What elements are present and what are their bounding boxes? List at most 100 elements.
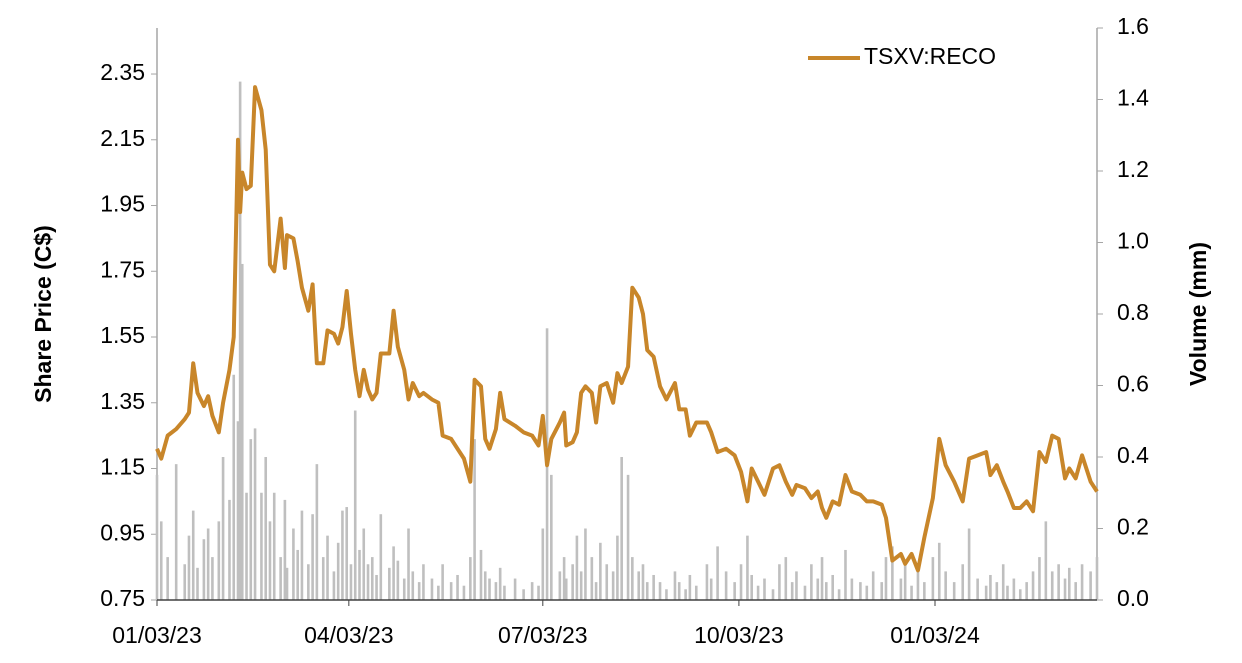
volume-bar [995, 582, 999, 600]
volume-bar [816, 578, 820, 600]
volume-bar [260, 492, 263, 600]
volume-bar [984, 585, 988, 600]
volume-bar [228, 499, 231, 600]
volume-bar [665, 589, 668, 600]
y-tick-label: 1.55 [100, 322, 145, 348]
volume-bar [166, 557, 169, 600]
volume-bar [1001, 564, 1005, 600]
legend-label: TSXV:RECO [864, 43, 996, 69]
volume-bar [550, 474, 553, 600]
y-tick-label: 0.75 [100, 585, 145, 611]
volume-bar [910, 585, 913, 600]
volume-bar [483, 571, 487, 600]
volume-bar [594, 582, 598, 600]
y-tick-label: 2.15 [100, 125, 145, 151]
volume-bar [590, 557, 594, 600]
volume-bar [264, 457, 268, 600]
volume-bar [1080, 564, 1084, 600]
volume-bar [1050, 571, 1054, 600]
volume-bar [763, 578, 766, 600]
y-tick-label: 1.75 [100, 256, 145, 282]
volume-bar [375, 574, 378, 600]
volume-bar [850, 578, 854, 600]
volume-bar [571, 564, 574, 600]
volume-bar [611, 571, 615, 600]
volume-bar [844, 549, 847, 600]
volume-bar [705, 564, 709, 600]
volume-bar [673, 571, 677, 600]
volume-bar [202, 539, 206, 600]
volume-bar [790, 582, 794, 600]
x-tick-label: 07/03/23 [498, 622, 588, 648]
volume-bar [349, 564, 353, 600]
volume-bar [880, 582, 884, 600]
volume-bar [321, 557, 325, 600]
volume-bar [285, 567, 289, 600]
volume-bar [437, 585, 440, 600]
volume-bar [503, 585, 506, 600]
volume-bar [407, 528, 410, 600]
volume-bar [562, 557, 566, 600]
volume-bar [1057, 564, 1060, 600]
volume-bar [238, 81, 242, 600]
volume-bar [245, 492, 248, 600]
volume-bar [558, 571, 562, 600]
volume-bar [370, 557, 374, 600]
volume-bar [217, 521, 221, 600]
volume-bar [530, 582, 534, 600]
volume-bar [388, 567, 391, 600]
volume-bar [584, 528, 587, 600]
volume-bar [916, 571, 920, 600]
x-tick-label: 01/03/23 [112, 622, 202, 648]
volume-bar [859, 582, 862, 600]
volume-bar [221, 457, 225, 600]
volume-bar [778, 564, 781, 600]
volume-bar [658, 582, 662, 600]
volume-bar [756, 585, 760, 600]
volume-bar [865, 585, 869, 600]
volume-bar [392, 546, 395, 600]
volume-bar [688, 574, 692, 600]
volume-bar [579, 571, 583, 600]
y2-tick-label: 1.6 [1117, 13, 1149, 39]
y2-tick-label: 0.4 [1117, 442, 1149, 468]
volume-bar [564, 578, 568, 600]
volume-bar [232, 374, 236, 600]
volume-bar [903, 564, 907, 600]
volume-bar [637, 571, 641, 600]
volume-bar [183, 564, 187, 600]
volume-bar [537, 585, 540, 600]
volume-bar [1031, 571, 1035, 600]
volume-bar [498, 567, 502, 600]
volume-bar [616, 535, 619, 600]
volume-bar [191, 510, 195, 600]
volume-bar [810, 564, 813, 600]
volume-bar [300, 510, 304, 600]
volume-bar [240, 263, 244, 600]
volume-bar [279, 557, 282, 600]
volume-bar [430, 578, 434, 600]
volume-bar [716, 546, 719, 600]
volume-bar [641, 564, 645, 600]
volume-bar [599, 542, 602, 600]
volume-bar [358, 549, 361, 600]
volume-bar [379, 514, 383, 600]
volume-bar [620, 457, 623, 600]
y-tick-label: 2.35 [100, 59, 145, 85]
volume-bar [1095, 557, 1099, 600]
y2-axis-title: Volume (mm) [1185, 242, 1211, 386]
y2-tick-label: 0.2 [1117, 514, 1149, 540]
volume-bar [1006, 585, 1009, 600]
volume-bar [462, 585, 466, 600]
y-tick-label: 1.15 [100, 454, 145, 480]
volume-bar [746, 535, 749, 600]
volume-bar [967, 528, 971, 600]
volume-bar [923, 582, 926, 600]
y-tick-label: 1.35 [100, 388, 145, 414]
volume-bar [1067, 567, 1071, 600]
volume-bar [1018, 589, 1022, 600]
volume-bar [891, 546, 894, 600]
volume-bar [795, 571, 798, 600]
volume-bar [784, 557, 788, 600]
volume-bar [677, 582, 681, 600]
